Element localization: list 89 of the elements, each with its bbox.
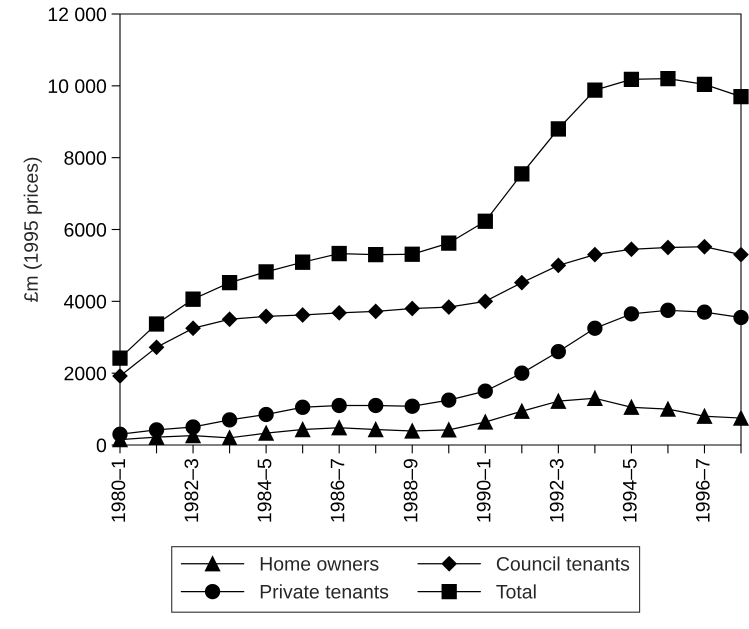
x-tick-label: 1980–1 xyxy=(111,459,126,522)
point xyxy=(733,247,749,262)
x-tick-label: 1984–5 xyxy=(258,459,272,522)
legend-label: Private tenants xyxy=(260,584,388,599)
point xyxy=(696,239,712,254)
point xyxy=(185,292,201,307)
point xyxy=(733,310,749,326)
point xyxy=(332,420,347,436)
y-tick-label: 0 xyxy=(96,438,106,452)
point xyxy=(696,408,712,424)
point xyxy=(112,350,128,366)
point xyxy=(478,383,493,399)
legend-label: Home owners xyxy=(260,557,378,571)
y-tick-label: 10 000 xyxy=(48,79,106,94)
point xyxy=(441,392,456,408)
point xyxy=(478,414,493,430)
point xyxy=(368,247,384,262)
point xyxy=(587,320,603,336)
point xyxy=(441,236,456,251)
x-tick-label: 1996–7 xyxy=(696,459,710,522)
y-axis-title: £m (1995 prices) xyxy=(24,158,42,302)
point xyxy=(660,240,676,256)
x-tick-label: 1990–1 xyxy=(476,459,491,522)
point xyxy=(368,422,384,438)
legend-label: Total xyxy=(496,584,536,599)
legend-label: Council tenants xyxy=(496,556,630,571)
y-tick-label: 12 000 xyxy=(48,7,106,22)
point xyxy=(258,426,274,441)
point xyxy=(404,246,420,262)
point xyxy=(478,214,493,229)
y-tick-label: 2000 xyxy=(64,366,106,380)
point xyxy=(332,305,347,320)
point xyxy=(733,88,749,104)
point xyxy=(660,71,676,86)
point xyxy=(696,304,712,320)
x-tick-label: 1986–7 xyxy=(330,459,344,522)
point xyxy=(441,300,456,315)
point xyxy=(514,166,530,182)
point xyxy=(295,307,310,323)
x-tick-label: 1982–3 xyxy=(184,459,198,522)
y-tick-label: 4000 xyxy=(64,294,106,309)
point xyxy=(185,419,201,435)
point xyxy=(587,247,602,262)
point xyxy=(404,423,420,439)
point xyxy=(222,275,238,290)
point xyxy=(258,308,274,324)
point xyxy=(478,294,493,309)
point xyxy=(660,401,676,417)
point xyxy=(550,344,566,360)
point xyxy=(148,422,164,438)
point xyxy=(295,422,310,438)
point xyxy=(624,242,639,257)
point xyxy=(441,422,456,438)
point xyxy=(514,404,530,419)
x-tick-label: 1992–3 xyxy=(550,459,564,522)
point xyxy=(332,246,347,262)
point xyxy=(404,398,420,414)
point xyxy=(112,426,128,442)
point xyxy=(624,72,640,88)
point xyxy=(295,400,310,415)
y-tick-label: 6000 xyxy=(64,222,106,237)
point xyxy=(258,406,274,422)
point xyxy=(587,82,603,98)
x-tick-label: 1988–9 xyxy=(404,459,418,522)
point xyxy=(295,254,310,270)
point xyxy=(222,430,238,446)
point xyxy=(696,76,712,92)
point xyxy=(148,316,164,332)
point xyxy=(222,312,238,327)
point xyxy=(185,320,201,336)
point xyxy=(624,400,640,415)
point xyxy=(332,398,347,414)
x-tick-label: 1994–5 xyxy=(622,459,637,522)
point xyxy=(514,366,530,381)
point xyxy=(514,275,530,290)
point xyxy=(624,306,640,322)
point xyxy=(660,302,676,318)
point xyxy=(258,264,274,280)
y-tick-label: 8000 xyxy=(64,151,106,165)
point xyxy=(368,304,384,319)
point xyxy=(148,340,164,355)
point xyxy=(550,121,566,137)
point xyxy=(368,398,384,414)
point xyxy=(222,412,238,428)
point xyxy=(733,410,749,426)
point xyxy=(587,390,603,406)
point xyxy=(550,394,566,409)
point xyxy=(550,258,566,273)
point xyxy=(404,300,420,316)
